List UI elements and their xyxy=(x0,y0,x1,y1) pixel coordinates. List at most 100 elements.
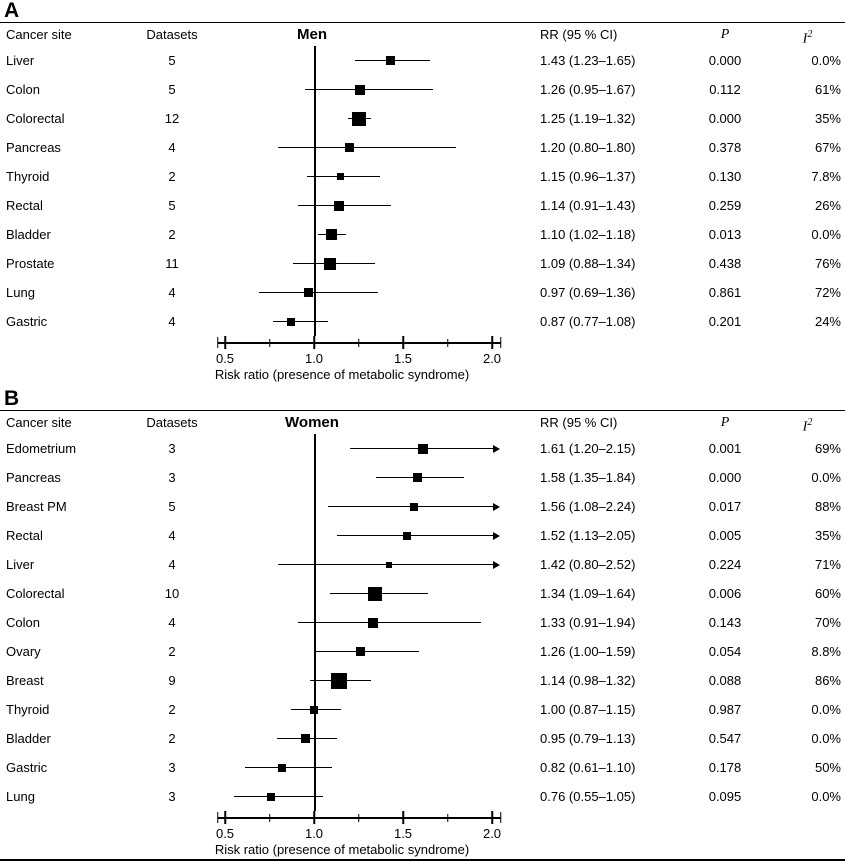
ci-plot-cell xyxy=(212,46,512,75)
rr-point-estimate-box xyxy=(367,617,378,628)
forest-row: Thyroid 2 1.00 (0.87–1.15) 0.987 0.0% xyxy=(0,695,845,724)
datasets-count: 4 xyxy=(168,314,176,329)
forest-rows-women: Edometrium 3 1.61 (1.20–2.15) 0.001 69% Pancr… xyxy=(0,434,845,811)
datasets-count: 4 xyxy=(168,140,176,155)
rr-point-estimate-box xyxy=(385,561,392,568)
p-value: 0.000 xyxy=(708,53,742,68)
x-axis-minor-tick xyxy=(268,339,271,347)
x-axis-women: Risk ratio (presence of metabolic syndro… xyxy=(212,811,512,861)
p-value: 0.088 xyxy=(708,673,742,688)
forest-row: Gastric 3 0.82 (0.61–1.10) 0.178 50% xyxy=(0,753,845,782)
forest-row: Bladder 2 0.95 (0.79–1.13) 0.547 0.0% xyxy=(0,724,845,753)
rr-point-estimate-box xyxy=(326,229,338,240)
confidence-interval-line xyxy=(233,795,323,797)
p-value: 0.987 xyxy=(708,702,742,717)
forest-rows-men: Liver 5 1.43 (1.23–1.65) 0.000 0.0% Colon 5 1.2… xyxy=(0,46,845,336)
cancer-site-label: Ovary xyxy=(6,644,41,659)
x-axis-endcap xyxy=(217,337,219,348)
rr-point-estimate-box xyxy=(412,473,422,482)
panel-title-men: Men xyxy=(297,26,327,43)
ci-plot-cell xyxy=(212,249,512,278)
datasets-count: 4 xyxy=(168,285,176,300)
cancer-site-label: Edometrium xyxy=(6,441,77,456)
x-axis-endcap xyxy=(500,337,502,348)
confidence-interval-line xyxy=(244,766,332,768)
panel-title-women: Women xyxy=(285,414,339,431)
i-squared-value: 7.8% xyxy=(811,169,841,184)
confidence-interval-line xyxy=(273,320,329,322)
cancer-site-label: Pancreas xyxy=(6,470,61,485)
datasets-count: 5 xyxy=(168,198,176,213)
forest-row: Bladder 2 1.10 (1.02–1.18) 0.013 0.0% xyxy=(0,220,845,249)
i-squared-value: 60% xyxy=(814,586,841,601)
p-value: 0.861 xyxy=(708,285,742,300)
ci-plot-cell xyxy=(212,278,512,307)
col-header-cancer-site: Cancer site xyxy=(6,415,72,430)
p-value: 0.378 xyxy=(708,140,742,155)
ci-plot-cell xyxy=(212,434,512,463)
ci-plot-cell xyxy=(212,191,512,220)
cancer-site-label: Liver xyxy=(6,557,35,572)
datasets-count: 4 xyxy=(168,528,176,543)
i-squared-value: 26% xyxy=(814,198,841,213)
cancer-site-label: Bladder xyxy=(6,227,51,242)
confidence-interval-line xyxy=(305,88,434,90)
i-squared-value: 0.0% xyxy=(811,731,841,746)
i-squared-value: 0.0% xyxy=(811,470,841,485)
cancer-site-label: Bladder xyxy=(6,731,51,746)
p-value: 0.000 xyxy=(708,470,742,485)
cancer-site-label: Breast PM xyxy=(6,499,67,514)
ci-plot-cell xyxy=(212,666,512,695)
i-squared-exponent: 2 xyxy=(807,417,813,428)
datasets-count: 2 xyxy=(168,702,176,717)
col-header-datasets: Datasets xyxy=(146,27,198,42)
p-value: 0.259 xyxy=(708,198,742,213)
col-header-cancer-site: Cancer site xyxy=(6,27,72,42)
p-value: 0.143 xyxy=(708,615,742,630)
x-axis-tick xyxy=(491,811,493,824)
x-axis-tick-label: 2.0 xyxy=(482,351,502,366)
i-squared-value: 0.0% xyxy=(811,53,841,68)
rr-ci-text: 1.09 (0.88–1.34) xyxy=(540,256,636,271)
rr-ci-text: 1.26 (1.00–1.59) xyxy=(540,644,636,659)
datasets-count: 3 xyxy=(168,441,176,456)
rr-point-estimate-box xyxy=(345,143,355,152)
rr-ci-text: 0.76 (0.55–1.05) xyxy=(540,789,636,804)
ci-arrow-right-icon xyxy=(493,502,500,511)
x-axis-tick xyxy=(224,811,226,824)
x-axis-tick-label: 0.5 xyxy=(215,826,235,841)
i-squared-value: 8.8% xyxy=(811,644,841,659)
forest-row: Lung 4 0.97 (0.69–1.36) 0.861 72% xyxy=(0,278,845,307)
forest-row: Liver 5 1.43 (1.23–1.65) 0.000 0.0% xyxy=(0,46,845,75)
cancer-site-label: Colorectal xyxy=(6,586,65,601)
cancer-site-label: Liver xyxy=(6,53,35,68)
ci-plot-cell xyxy=(212,637,512,666)
col-header-i-squared: I2 xyxy=(770,411,845,439)
cancer-site-label: Lung xyxy=(6,789,35,804)
datasets-count: 5 xyxy=(168,499,176,514)
cancer-site-label: Prostate xyxy=(6,256,55,271)
x-axis-tick xyxy=(313,811,315,824)
rr-ci-text: 0.87 (0.77–1.08) xyxy=(540,314,636,329)
x-axis-minor-tick xyxy=(357,339,360,347)
col-header-rr-ci: RR (95 % CI) xyxy=(540,27,618,42)
cancer-site-label: Gastric xyxy=(6,314,48,329)
datasets-count: 4 xyxy=(168,615,176,630)
i-squared-value: 0.0% xyxy=(811,702,841,717)
cancer-site-label: Lung xyxy=(6,285,35,300)
datasets-count: 2 xyxy=(168,227,176,242)
ci-plot-cell xyxy=(212,104,512,133)
i-squared-value: 50% xyxy=(814,760,841,775)
ci-arrow-right-icon xyxy=(493,444,500,453)
p-value: 0.013 xyxy=(708,227,742,242)
rr-ci-text: 1.26 (0.95–1.67) xyxy=(540,82,636,97)
forest-row: Thyroid 2 1.15 (0.96–1.37) 0.130 7.8% xyxy=(0,162,845,191)
ci-plot-cell xyxy=(212,133,512,162)
rr-point-estimate-box xyxy=(324,257,337,270)
x-axis-tick-label: 1.5 xyxy=(393,826,413,841)
rr-point-estimate-box xyxy=(337,173,345,180)
i-squared-value: 71% xyxy=(814,557,841,572)
panel-women: B Cancer site Datasets Women RR (95 % CI… xyxy=(0,388,845,861)
rr-ci-text: 1.25 (1.19–1.32) xyxy=(540,111,636,126)
